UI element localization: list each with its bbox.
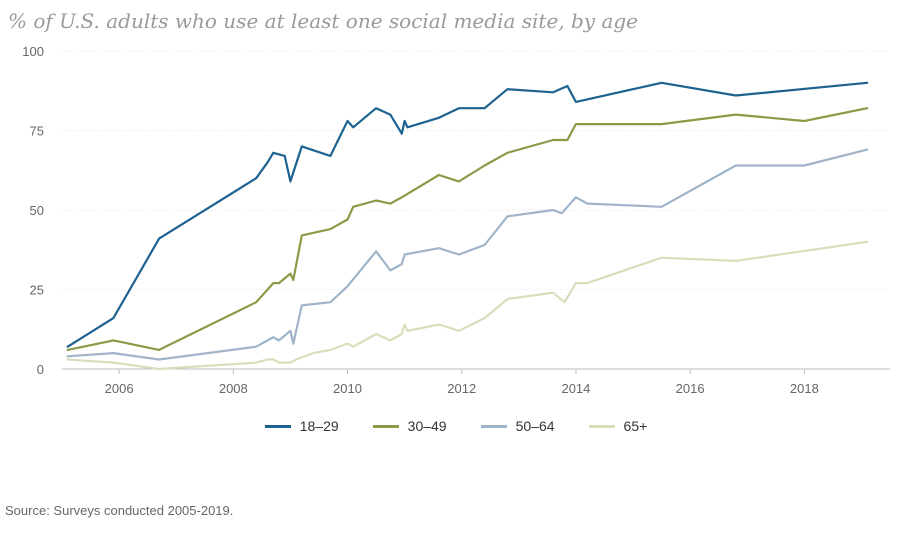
legend-item: 18–29 <box>264 418 339 434</box>
legend-swatch <box>588 424 615 428</box>
series-line-50-64 <box>66 148 869 361</box>
legend-swatch <box>372 424 399 428</box>
x-tick-label: 2008 <box>219 381 248 396</box>
x-tick-label: 2006 <box>105 381 134 396</box>
legend-swatch <box>480 424 507 428</box>
legend-swatch <box>264 424 291 428</box>
x-tick-label: 2018 <box>790 381 819 396</box>
chart-title: % of U.S. adults who use at least one so… <box>8 9 639 33</box>
series-line-65+ <box>66 240 869 371</box>
legend: 18–29 30–49 50–64 65+ <box>0 418 912 434</box>
x-tick-label: 2012 <box>447 381 476 396</box>
y-tick-label: 75 <box>30 124 44 139</box>
x-tick-label: 2016 <box>676 381 705 396</box>
legend-item: 50–64 <box>480 418 555 434</box>
source-note: Source: Surveys conducted 2005-2019. <box>5 503 234 518</box>
legend-item: 65+ <box>588 418 648 434</box>
legend-label: 30–49 <box>407 418 447 434</box>
legend-label: 65+ <box>623 418 648 434</box>
y-tick-label: 0 <box>37 362 44 377</box>
y-axis-ticks: 0 25 50 75 100 <box>22 44 44 377</box>
series-lines <box>66 81 869 371</box>
y-tick-label: 25 <box>30 283 44 298</box>
legend-label: 50–64 <box>515 418 555 434</box>
x-tick-label: 2014 <box>561 381 590 396</box>
legend-label: 18–29 <box>299 418 339 434</box>
gridlines <box>62 50 890 370</box>
x-tick-label: 2010 <box>333 381 362 396</box>
series-line-18-29 <box>66 81 869 348</box>
series-line-30-49 <box>66 107 869 351</box>
y-tick-label: 100 <box>22 44 44 59</box>
line-chart: 0 25 50 75 100 2006 2008 2010 2012 2014 2016 2018 <box>22 44 890 396</box>
legend-item: 30–49 <box>372 418 447 434</box>
x-axis-ticks: 2006 2008 2010 2012 2014 2016 2018 <box>105 369 819 396</box>
y-tick-label: 50 <box>30 203 44 218</box>
